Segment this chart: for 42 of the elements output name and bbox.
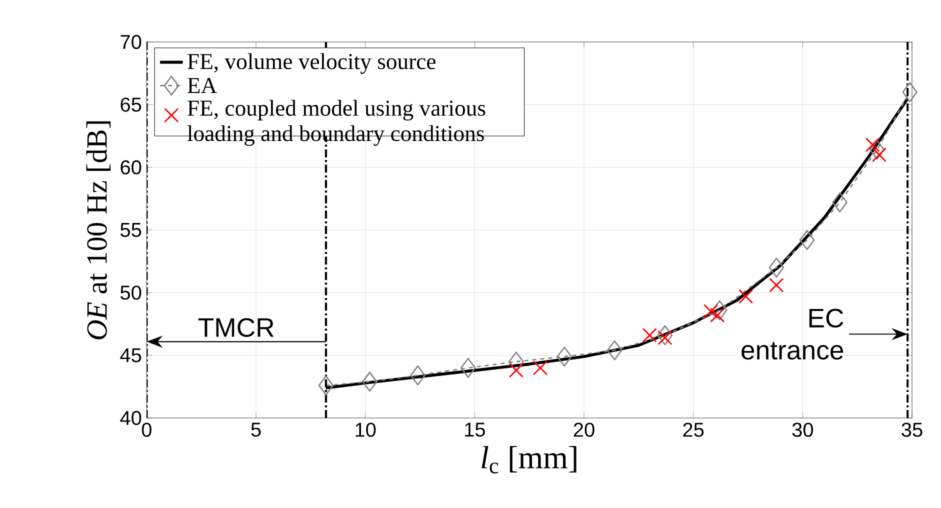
point <box>799 230 815 250</box>
point <box>712 300 728 320</box>
x-axis-title: l$_{c}$ [mm] <box>482 446 576 474</box>
x-tick-label: 0 <box>142 422 152 437</box>
y-axis-title: OE at 100 Hz [dB] <box>86 121 111 340</box>
point <box>865 137 880 152</box>
point <box>410 365 426 386</box>
point <box>872 147 887 162</box>
x-tick-label: 20 <box>574 422 594 437</box>
point <box>508 363 524 378</box>
point <box>769 278 784 292</box>
point <box>710 308 725 323</box>
point <box>532 360 548 376</box>
y-tick-label: 55 <box>120 223 142 237</box>
x-tick-label: 35 <box>902 422 922 437</box>
point <box>318 375 334 396</box>
point <box>902 82 918 102</box>
point <box>704 304 718 319</box>
y-tick-label: 60 <box>120 160 142 174</box>
x-tick-label: 30 <box>792 422 814 437</box>
y-tick-label: 40 <box>120 410 142 426</box>
y-tick-label: 50 <box>120 286 142 300</box>
legend-label: FE, volume velocity source <box>188 53 436 74</box>
x-tick-label: 25 <box>683 422 704 437</box>
legend-label: EA <box>188 78 218 93</box>
x-tick-label: 5 <box>251 422 261 437</box>
point <box>362 372 378 392</box>
point <box>869 140 885 160</box>
point <box>768 258 784 278</box>
annotation: TMCR <box>198 318 274 337</box>
y-tick-label: 65 <box>120 98 142 112</box>
point <box>460 358 476 378</box>
x-tick-label: 15 <box>465 422 485 437</box>
y-tick-label: 45 <box>120 348 142 362</box>
x-tick-label: 10 <box>356 422 376 437</box>
legend-label: FE, coupled model using various loading and boundary conditions <box>187 100 486 146</box>
point <box>832 192 848 212</box>
point <box>556 346 572 367</box>
point <box>738 289 754 304</box>
annotation: EC entrance <box>742 308 844 360</box>
point <box>606 340 622 360</box>
y-tick-label: 70 <box>120 34 142 50</box>
